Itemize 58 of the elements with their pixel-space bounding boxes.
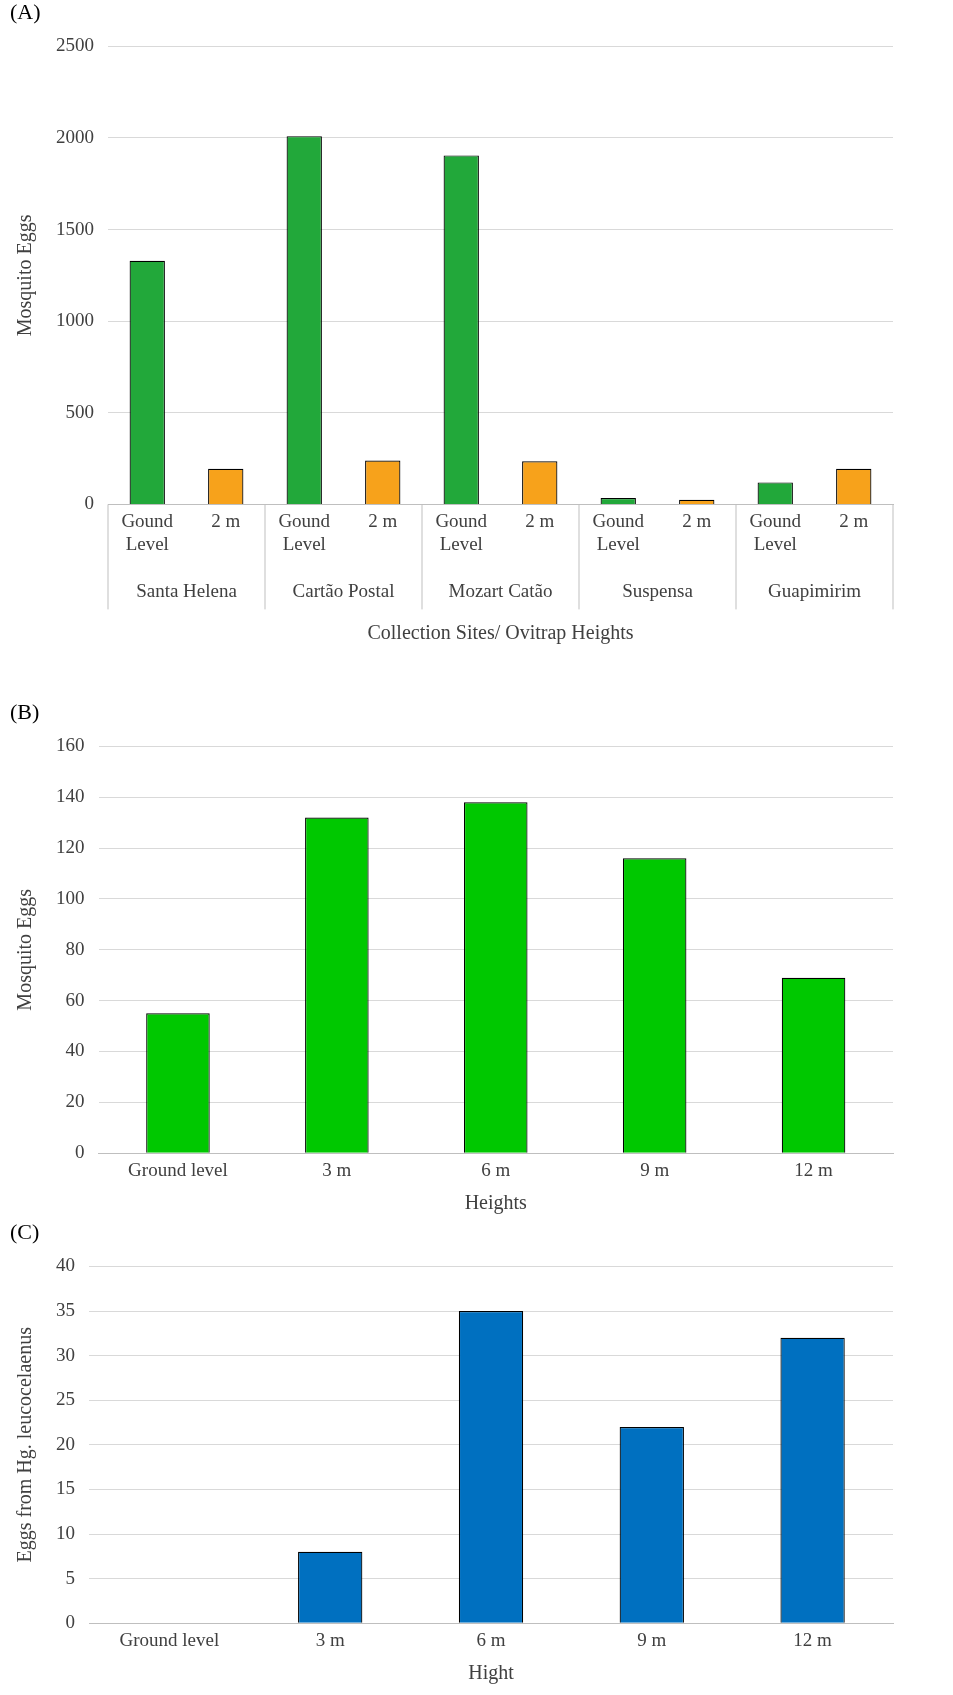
- y-tick-label: 2500: [56, 34, 94, 56]
- text: Cartão Postal: [292, 580, 395, 602]
- x-tick-label: 9 m: [637, 1628, 667, 1650]
- chart-title: (B): [10, 698, 40, 724]
- x-tick-label: Gound Level: [278, 509, 331, 554]
- y-tick-label: 160: [56, 734, 85, 756]
- x-tick-label: 12 m: [794, 1158, 834, 1180]
- y-tick-label: 15: [56, 1477, 75, 1499]
- y-tick-label: 80: [65, 937, 85, 959]
- x-axis-title: Collection Sites/ Ovitrap Heights: [367, 621, 634, 645]
- x-axis-title: Hight: [468, 1661, 515, 1685]
- y-tick-label: 0: [65, 1611, 75, 1633]
- y-tick-label: 0: [84, 492, 94, 514]
- x-tick-label: Gound Level: [435, 509, 488, 554]
- y-tick-label: 25: [56, 1388, 75, 1410]
- x-tick-label: 9 m: [640, 1158, 670, 1180]
- y-tick-label: 40: [56, 1254, 75, 1276]
- text: Santa Helena: [136, 580, 238, 602]
- x-tick-label: 2 m: [211, 509, 241, 531]
- x-tick-label: 2 m: [839, 509, 869, 531]
- y-axis-title: Eggs from Hg. leucocelaenus: [13, 1326, 37, 1563]
- x-tick-label: 12 m: [793, 1628, 833, 1650]
- y-tick-label: 1500: [56, 217, 94, 239]
- x-axis-title: Heights: [464, 1191, 528, 1215]
- x-tick-label: Ground level: [128, 1158, 228, 1180]
- y-tick-label: 500: [65, 400, 94, 422]
- y-tick-label: 2000: [56, 125, 94, 147]
- text: Guapimirim: [768, 580, 862, 602]
- x-tick-label: Gound Level: [592, 509, 645, 554]
- text: Suspensa: [622, 580, 694, 602]
- y-tick-label: 5: [65, 1566, 75, 1588]
- x-tick-label: 6 m: [476, 1628, 506, 1650]
- y-tick-label: 20: [65, 1090, 85, 1112]
- y-tick-label: 30: [56, 1343, 75, 1365]
- y-tick-label: 60: [65, 988, 85, 1010]
- y-tick-label: 35: [56, 1298, 75, 1320]
- y-tick-label: 120: [56, 836, 85, 858]
- y-tick-label: 40: [65, 1039, 85, 1061]
- y-axis-title: Mosquito Eggs: [13, 888, 37, 1011]
- y-axis-title: Mosquito Eggs: [13, 214, 37, 337]
- text: Mozart Catão: [448, 580, 553, 602]
- x-tick-label: 3 m: [315, 1628, 345, 1650]
- y-tick-label: 140: [56, 785, 85, 807]
- x-tick-label: 2 m: [368, 509, 398, 531]
- y-tick-label: 1000: [56, 309, 94, 331]
- x-tick-label: Ground level: [119, 1628, 220, 1650]
- y-tick-label: 100: [56, 886, 85, 908]
- y-tick-label: 0: [75, 1141, 85, 1163]
- y-tick-label: 20: [56, 1432, 75, 1454]
- x-tick-label: Gound Level: [749, 509, 802, 554]
- chart-title: (A): [10, 0, 41, 24]
- x-tick-label: 2 m: [525, 509, 555, 531]
- y-tick-label: 10: [56, 1521, 75, 1543]
- x-tick-label: 6 m: [481, 1158, 511, 1180]
- chart-title: (C): [10, 1218, 40, 1244]
- x-tick-label: 2 m: [682, 509, 712, 531]
- x-tick-label: 3 m: [322, 1158, 352, 1180]
- x-tick-label: Gound Level: [121, 509, 174, 554]
